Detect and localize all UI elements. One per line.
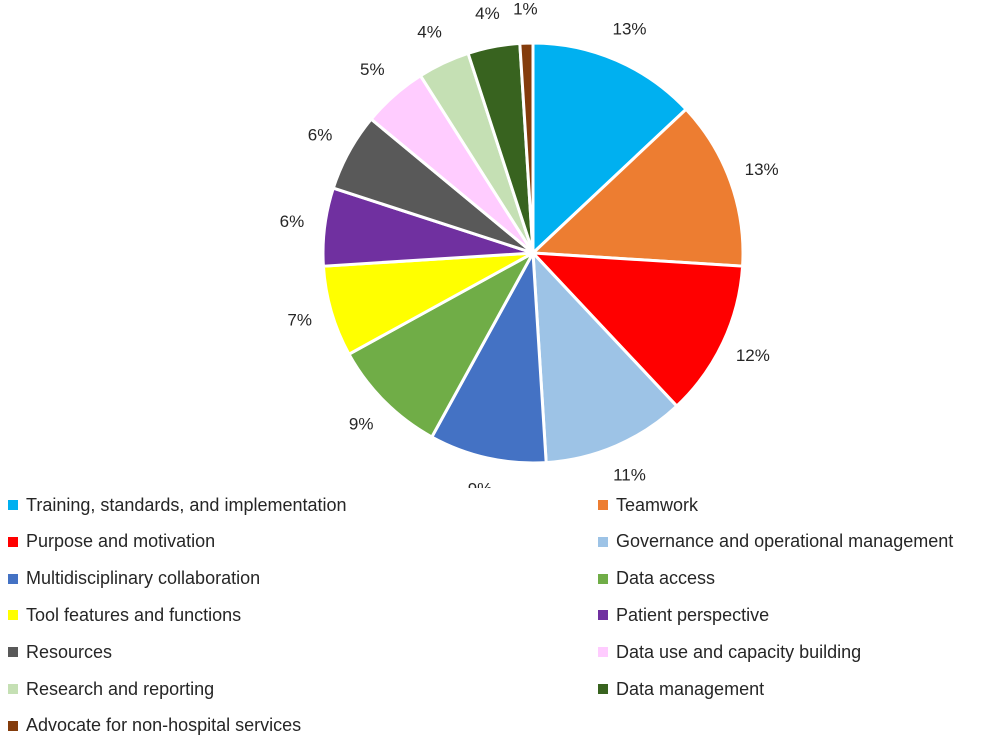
data-label-7: 6%: [280, 212, 305, 231]
legend-item-2: Purpose and motivation: [8, 527, 215, 557]
legend-item-11: Data management: [598, 674, 764, 704]
legend-item-8: Resources: [8, 637, 112, 667]
legend-label: Data management: [616, 678, 765, 699]
legend-item-5: Data access: [598, 564, 715, 594]
legend-item-7: Patient perspective: [598, 600, 769, 630]
legend-swatch: [598, 536, 608, 547]
legend-swatch: [598, 684, 608, 694]
legend-label: Training, standards, and implementation: [26, 494, 347, 515]
legend-swatch: [8, 610, 18, 621]
legend-swatch: [598, 647, 608, 658]
legend-item-3: Governance and operational management: [598, 527, 953, 557]
data-label-12: 1%: [513, 0, 538, 19]
legend-label: Teamwork: [616, 494, 699, 515]
legend-label: Resources: [26, 641, 113, 662]
pie-slice-3: [531, 248, 679, 465]
chart-legend: Training, standards, and implementation T…: [0, 488, 1000, 744]
legend-swatch: [8, 647, 18, 658]
legend-label: Advocate for non-hospital services: [26, 715, 302, 736]
data-label-0: 13%: [612, 19, 646, 38]
data-label-5: 9%: [349, 414, 374, 433]
pie-slice-5: [346, 249, 537, 440]
legend-item-10: Research and reporting: [8, 674, 214, 704]
data-label-2: 12%: [736, 346, 770, 365]
legend-label: Tool features and functions: [26, 604, 242, 625]
data-label-11: 4%: [475, 4, 500, 23]
legend-swatch: [598, 573, 608, 584]
legend-swatch: [598, 610, 608, 621]
pie-slice-1: [529, 107, 745, 268]
legend-item-12: Advocate for non-hospital services: [8, 711, 301, 741]
legend-label: Multidisciplinary collaboration: [26, 568, 261, 589]
data-label-6: 7%: [287, 310, 312, 329]
pie-plot-area: 13% 13% 12% 11% 9% 9% 7% 6% 6% 5% 4% 4% 1%: [280, 0, 779, 488]
legend-swatch: [8, 684, 18, 694]
pie-slice-4: [429, 247, 548, 465]
pie-slice-2: [529, 251, 745, 409]
legend-label: Patient perspective: [616, 604, 770, 625]
legend-label: Purpose and motivation: [26, 531, 216, 552]
legend-item-1: Teamwork: [598, 490, 698, 520]
legend-item-6: Tool features and functions: [8, 600, 241, 630]
pie-slice-0: [531, 41, 689, 257]
legend-label: Data access: [616, 568, 716, 589]
data-label-8: 6%: [308, 125, 333, 144]
legend-item-4: Multidisciplinary collaboration: [8, 564, 260, 594]
legend-swatch: [8, 536, 18, 547]
legend-swatch: [8, 500, 18, 510]
legend-label: Governance and operational management: [616, 531, 954, 552]
data-label-4: 9%: [468, 480, 493, 488]
data-label-10: 4%: [417, 23, 442, 42]
data-label-3: 11%: [613, 465, 646, 484]
legend-label: Research and reporting: [26, 678, 215, 699]
legend-item-0: Training, standards, and implementation: [8, 490, 347, 520]
legend-swatch: [598, 500, 608, 510]
legend-swatch: [8, 720, 18, 731]
legend-item-9: Data use and capacity building: [598, 637, 861, 667]
data-label-1: 13%: [745, 160, 779, 179]
legend-label: Data use and capacity building: [616, 641, 862, 662]
legend-swatch: [8, 573, 18, 584]
pie-slice-12: [518, 41, 535, 254]
data-label-9: 5%: [360, 60, 385, 79]
